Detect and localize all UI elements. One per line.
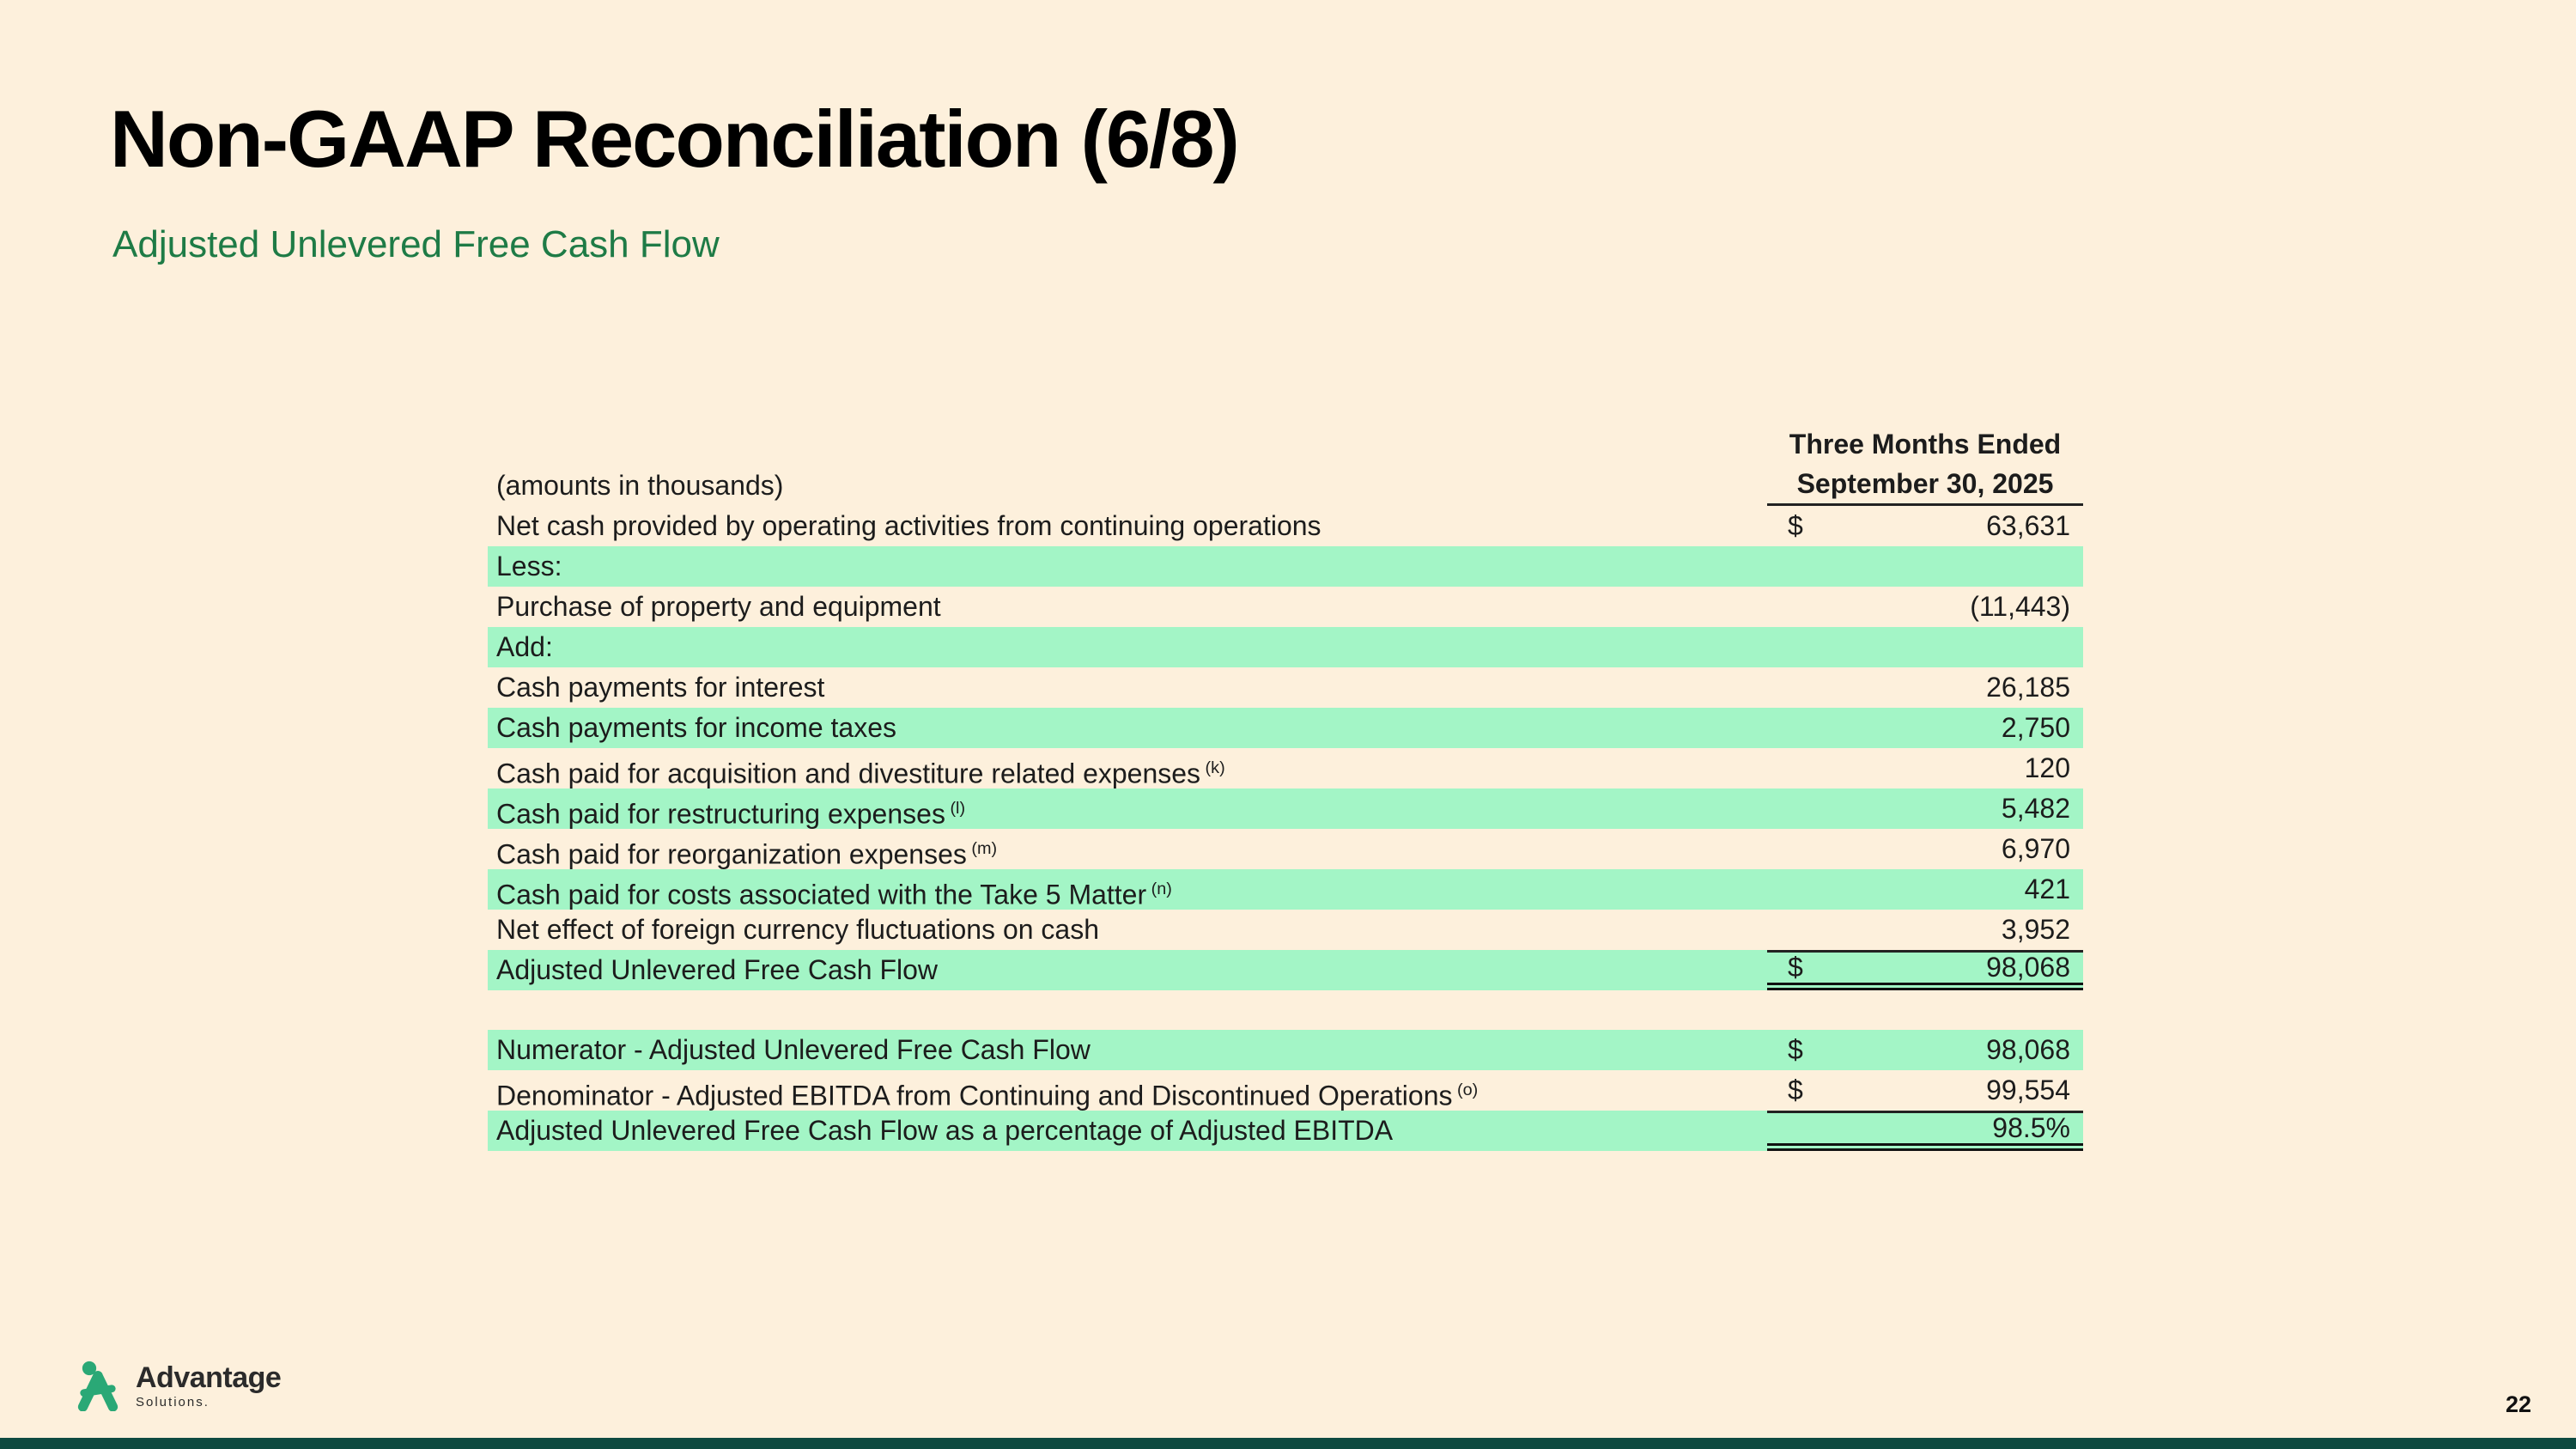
row-value: 5,482: [1767, 788, 2083, 829]
table-section-reconciliation: Net cash provided by operating activitie…: [488, 506, 2083, 990]
row-label: Add:: [496, 631, 553, 662]
table-row: Cash paid for costs associated with the …: [488, 869, 2083, 910]
brand-text: Advantage Solutions.: [136, 1361, 282, 1409]
row-label: Cash payments for income taxes: [496, 712, 896, 743]
table-section-ratio: Numerator - Adjusted Unlevered Free Cash…: [488, 1030, 2083, 1151]
amounts-note: (amounts in thousands): [496, 470, 784, 501]
row-label: Cash paid for restructuring expenses (l): [496, 798, 966, 830]
page-title: Non-GAAP Reconciliation (6/8): [110, 94, 1240, 184]
amount: 98.5%: [1992, 1112, 2070, 1143]
period-header-line2: September 30, 2025: [1767, 464, 2083, 506]
amount: 98,068: [1986, 952, 2070, 983]
table-row: Add:: [488, 627, 2083, 667]
row-label: Less:: [496, 551, 562, 581]
table-row: Denominator - Adjusted EBITDA from Conti…: [488, 1070, 2083, 1111]
row-label: Net effect of foreign currency fluctuati…: [496, 914, 1100, 945]
row-label: Cash paid for costs associated with the …: [496, 879, 1172, 910]
amount: 421: [2024, 874, 2070, 904]
amount: 63,631: [1986, 510, 2070, 541]
dollar-sign: $: [1788, 510, 1803, 541]
company-logo: Advantage Solutions.: [72, 1360, 282, 1412]
footnote-marker: (o): [1452, 1081, 1479, 1099]
row-value: 120: [1767, 748, 2083, 788]
row-value: $98,068: [1767, 950, 2083, 990]
dollar-sign: $: [1788, 952, 1803, 983]
table-row: Cash paid for acquisition and divestitur…: [488, 748, 2083, 789]
row-value: 6,970: [1767, 829, 2083, 869]
row-label: Adjusted Unlevered Free Cash Flow: [496, 954, 939, 985]
period-header: Three Months Ended September 30, 2025: [1767, 424, 2083, 506]
amount: 2,750: [2001, 712, 2070, 743]
row-value: $63,631: [1767, 506, 2083, 546]
period-header-line1: Three Months Ended: [1789, 429, 2062, 460]
amount: 3,952: [2001, 914, 2070, 945]
row-value: [1767, 546, 2083, 587]
table-header: (amounts in thousands) Three Months Ende…: [488, 424, 2083, 506]
row-label: Cash paid for acquisition and divestitur…: [496, 758, 1225, 789]
row-label: Purchase of property and equipment: [496, 591, 941, 622]
table-row: Net effect of foreign currency fluctuati…: [488, 910, 2083, 950]
amount: 99,554: [1986, 1075, 2070, 1105]
bottom-bar: [0, 1438, 2576, 1449]
row-value: (11,443): [1767, 587, 2083, 627]
dollar-sign: $: [1788, 1075, 1803, 1105]
page-number: 22: [2505, 1391, 2531, 1417]
footnote-marker: (l): [945, 799, 966, 818]
row-label: Cash payments for interest: [496, 672, 825, 703]
advantage-person-icon: [72, 1360, 124, 1412]
row-label: Denominator - Adjusted EBITDA from Conti…: [496, 1080, 1479, 1111]
brand-name: Advantage: [136, 1361, 282, 1394]
table-row: Cash paid for restructuring expenses (l)…: [488, 788, 2083, 830]
row-value: 98.5%: [1767, 1111, 2083, 1151]
table-row: Adjusted Unlevered Free Cash Flow $98,068: [488, 950, 2083, 990]
reconciliation-table: (amounts in thousands) Three Months Ende…: [488, 424, 2083, 1151]
page-subtitle: Adjusted Unlevered Free Cash Flow: [112, 223, 720, 265]
amount: 98,068: [1986, 1034, 2070, 1065]
footnote-marker: (m): [966, 839, 998, 858]
row-label: Net cash provided by operating activitie…: [496, 510, 1321, 541]
amount: 120: [2024, 752, 2070, 783]
row-value: [1767, 627, 2083, 667]
row-value: 3,952: [1767, 910, 2083, 950]
amount: 6,970: [2001, 833, 2070, 864]
table-row: Cash payments for interest 26,185: [488, 667, 2083, 708]
row-value: $98,068: [1767, 1030, 2083, 1070]
amount: (11,443): [1970, 591, 2070, 622]
footnote-marker: (k): [1200, 758, 1225, 777]
table-row: Cash paid for reorganization expenses (m…: [488, 829, 2083, 870]
table-row: Less:: [488, 546, 2083, 587]
row-label: Adjusted Unlevered Free Cash Flow as a p…: [496, 1115, 1394, 1146]
row-value: 421: [1767, 869, 2083, 910]
footnote-marker: (n): [1146, 880, 1172, 898]
row-value: 2,750: [1767, 708, 2083, 748]
row-label: Numerator - Adjusted Unlevered Free Cash…: [496, 1034, 1091, 1065]
table-row: Net cash provided by operating activitie…: [488, 506, 2083, 546]
row-value: $99,554: [1767, 1070, 2083, 1111]
amount: 26,185: [1986, 672, 2070, 703]
dollar-sign: $: [1788, 1034, 1803, 1065]
amount: 5,482: [2001, 793, 2070, 824]
table-row: Purchase of property and equipment (11,44…: [488, 587, 2083, 627]
table-row: Adjusted Unlevered Free Cash Flow as a p…: [488, 1111, 2083, 1151]
table-row: Numerator - Adjusted Unlevered Free Cash…: [488, 1030, 2083, 1070]
brand-subname: Solutions.: [136, 1394, 210, 1409]
row-label: Cash paid for reorganization expenses (m…: [496, 838, 998, 870]
table-row: Cash payments for income taxes 2,750: [488, 708, 2083, 748]
row-value: 26,185: [1767, 667, 2083, 708]
